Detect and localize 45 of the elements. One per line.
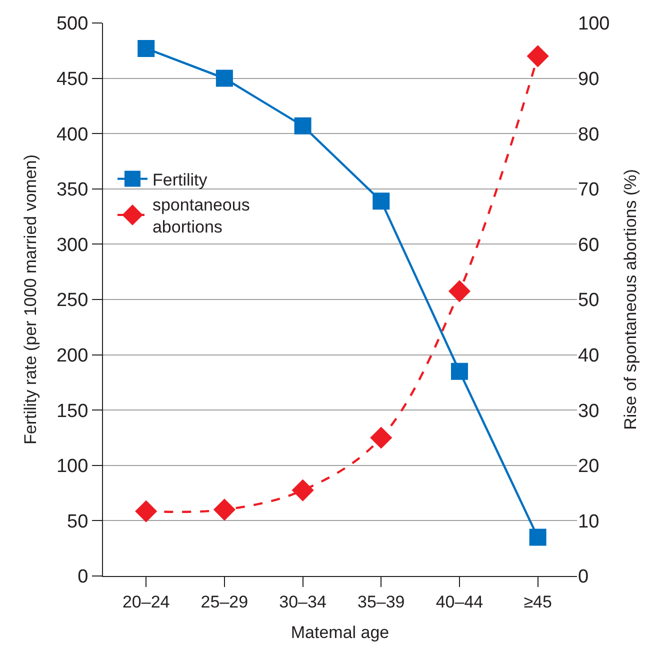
y-tick-label: 200 — [56, 345, 88, 366]
point — [213, 498, 236, 521]
point — [372, 192, 390, 210]
y2-tick-label: 60 — [578, 234, 600, 256]
legend-label: spontaneous abortions — [152, 196, 250, 237]
y2-tick-label: 80 — [578, 124, 600, 146]
x-tick-label: 25–29 — [200, 592, 248, 612]
x-tick-label: 35–39 — [357, 592, 405, 612]
y-tick-label: 400 — [56, 124, 88, 146]
x-tick-label: 40–44 — [436, 592, 484, 612]
legend-label: Fertility — [152, 170, 208, 190]
point — [529, 528, 546, 546]
x-tick-label: 30–34 — [279, 592, 326, 612]
point — [370, 426, 392, 449]
y-tick-label: 250 — [56, 290, 88, 312]
y-tick-label: 450 — [56, 68, 88, 90]
y-axis-title: Fertility rate (per 1000 married vomen) — [21, 154, 40, 445]
x-tick-label: ≥45 — [524, 592, 552, 612]
point — [138, 40, 155, 57]
y2-tick-label: 70 — [578, 180, 600, 201]
y-tick-label: 100 — [56, 456, 88, 478]
x-tick-label: 20–24 — [122, 592, 170, 612]
y2-tick-label: 90 — [578, 68, 600, 90]
y-tick-label: 500 — [56, 14, 88, 35]
y-tick-label: 0 — [78, 566, 88, 588]
point — [294, 117, 312, 134]
point — [292, 479, 314, 502]
point — [450, 362, 468, 380]
y-tick-label: 300 — [56, 234, 88, 256]
y2-tick-label: 20 — [578, 456, 600, 478]
y-tick-label: 150 — [56, 400, 88, 422]
y2-tick-label: 40 — [578, 345, 600, 366]
y2-axis-title: Rise of spontaneous abortions (%) — [621, 169, 640, 430]
y2-tick-label: 50 — [578, 290, 600, 312]
x-axis-title: Matemal age — [290, 622, 390, 642]
y-tick-label: 50 — [67, 511, 88, 532]
point — [216, 70, 233, 87]
point — [448, 280, 471, 302]
y2-tick-label: 10 — [578, 511, 600, 532]
y2-tick-label: 30 — [578, 400, 600, 422]
point — [135, 500, 158, 522]
point — [526, 45, 549, 68]
y2-tick-label: 100 — [578, 14, 610, 35]
y2-tick-label: 0 — [578, 566, 589, 588]
y-tick-label: 350 — [56, 180, 88, 201]
